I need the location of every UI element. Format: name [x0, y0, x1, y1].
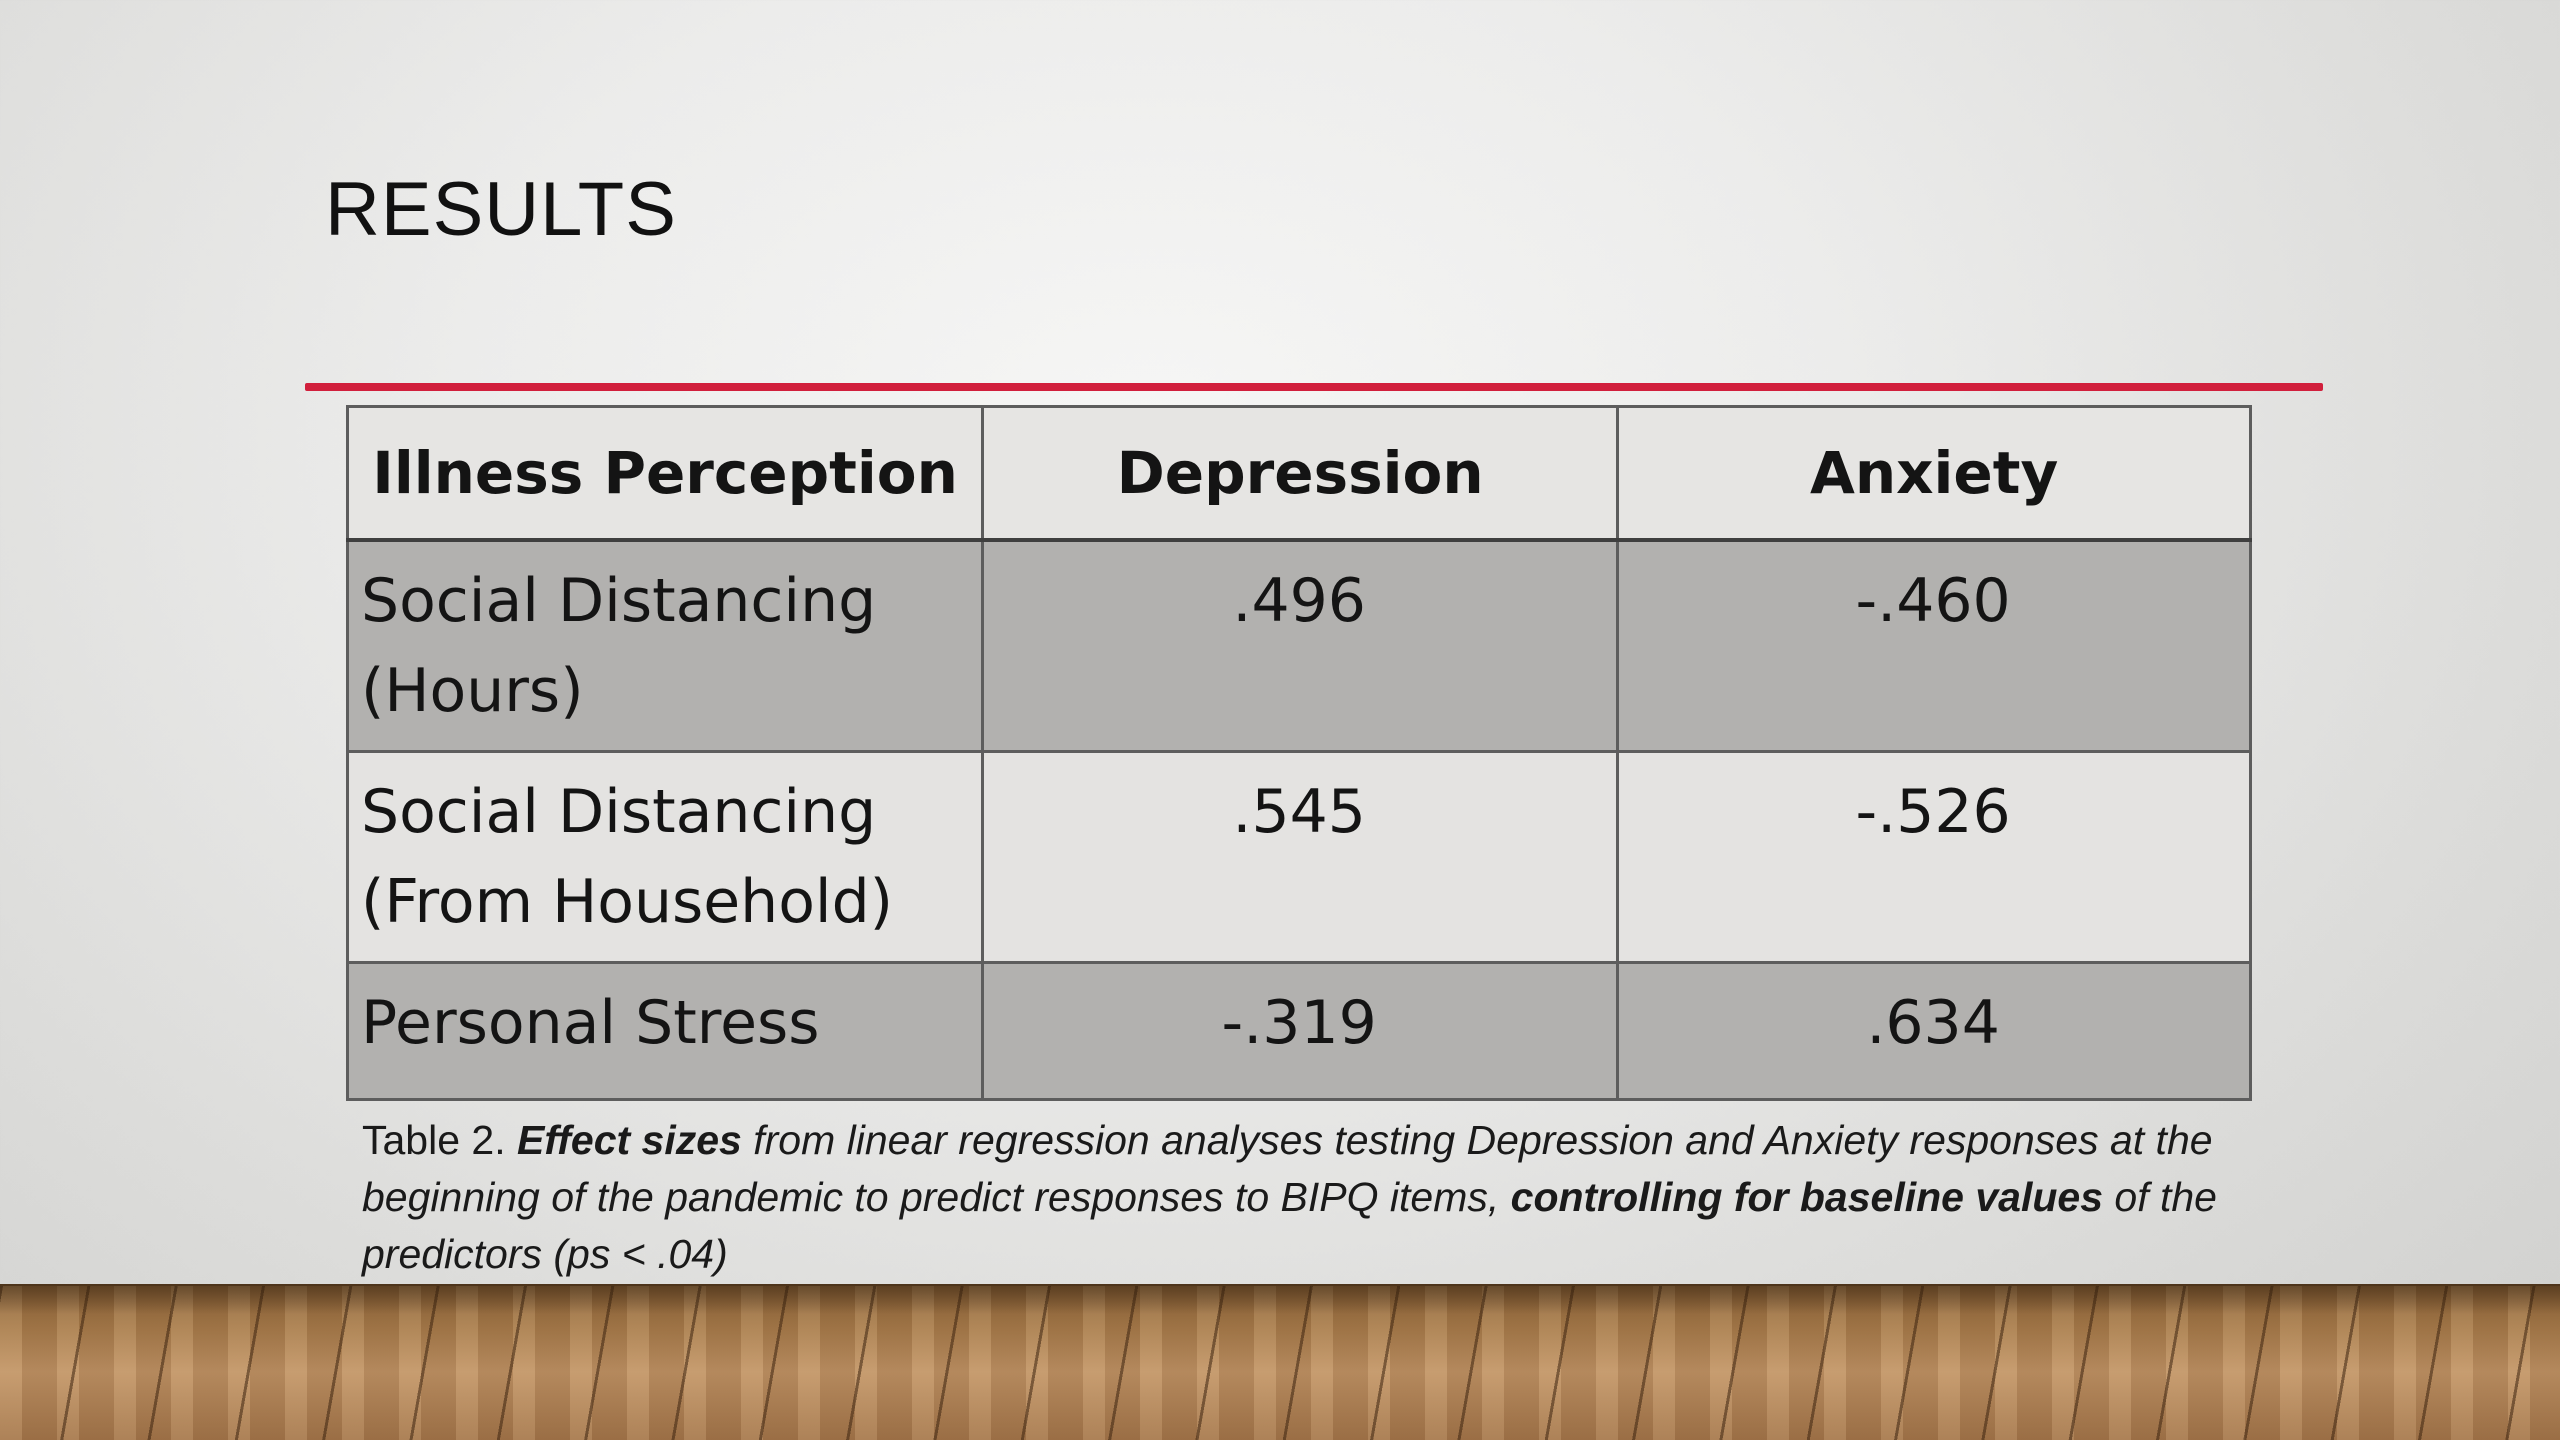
- row-label-cell: Personal Stress: [345, 961, 985, 1101]
- wood-floor-decoration: [0, 1284, 2560, 1440]
- header-depression: Depression: [981, 405, 1620, 542]
- header-illness-perception: Illness Perception: [345, 405, 985, 542]
- caption-emphasis-baseline: controlling for baseline values: [1510, 1174, 2103, 1220]
- row-label-line: Personal Stress: [361, 988, 820, 1058]
- table-row: Social Distancing (From Household) .545 …: [345, 750, 2252, 964]
- row-label-cell: Social Distancing (From Household): [345, 750, 985, 964]
- table-row: Social Distancing (Hours) .496 -.460: [345, 538, 2252, 753]
- slide-title: RESULTS: [325, 167, 677, 252]
- anxiety-value: .634: [1616, 961, 2252, 1101]
- row-label-cell: Social Distancing (Hours): [345, 538, 985, 753]
- anxiety-value: -.460: [1616, 538, 2252, 753]
- caption-prefix: Table 2.: [362, 1117, 517, 1163]
- caption-text-2: of the predictors (ps < .04): [362, 1174, 2217, 1277]
- row-label-line: Social Distancing: [361, 777, 877, 847]
- table-header-row: Illness Perception Depression Anxiety: [345, 405, 2252, 542]
- row-label-line: (Hours): [361, 656, 584, 726]
- depression-value: .545: [981, 750, 1620, 964]
- row-label-line: (From Household): [361, 867, 894, 937]
- header-anxiety: Anxiety: [1616, 405, 2252, 542]
- caption-emphasis-effect-sizes: Effect sizes: [517, 1117, 742, 1163]
- results-table: Illness Perception Depression Anxiety So…: [345, 405, 2252, 1101]
- depression-value: -.319: [981, 961, 1620, 1101]
- row-label-line: Social Distancing: [361, 566, 877, 636]
- table-caption: Table 2. Effect sizes from linear regres…: [362, 1112, 2262, 1283]
- title-accent-rule: [305, 383, 2323, 391]
- depression-value: .496: [981, 538, 1620, 753]
- caption-text-1: from linear regression analyses testing …: [362, 1117, 2213, 1220]
- anxiety-value: -.526: [1616, 750, 2252, 964]
- floor-shadow: [0, 1284, 2560, 1314]
- table-row: Personal Stress -.319 .634: [345, 961, 2252, 1101]
